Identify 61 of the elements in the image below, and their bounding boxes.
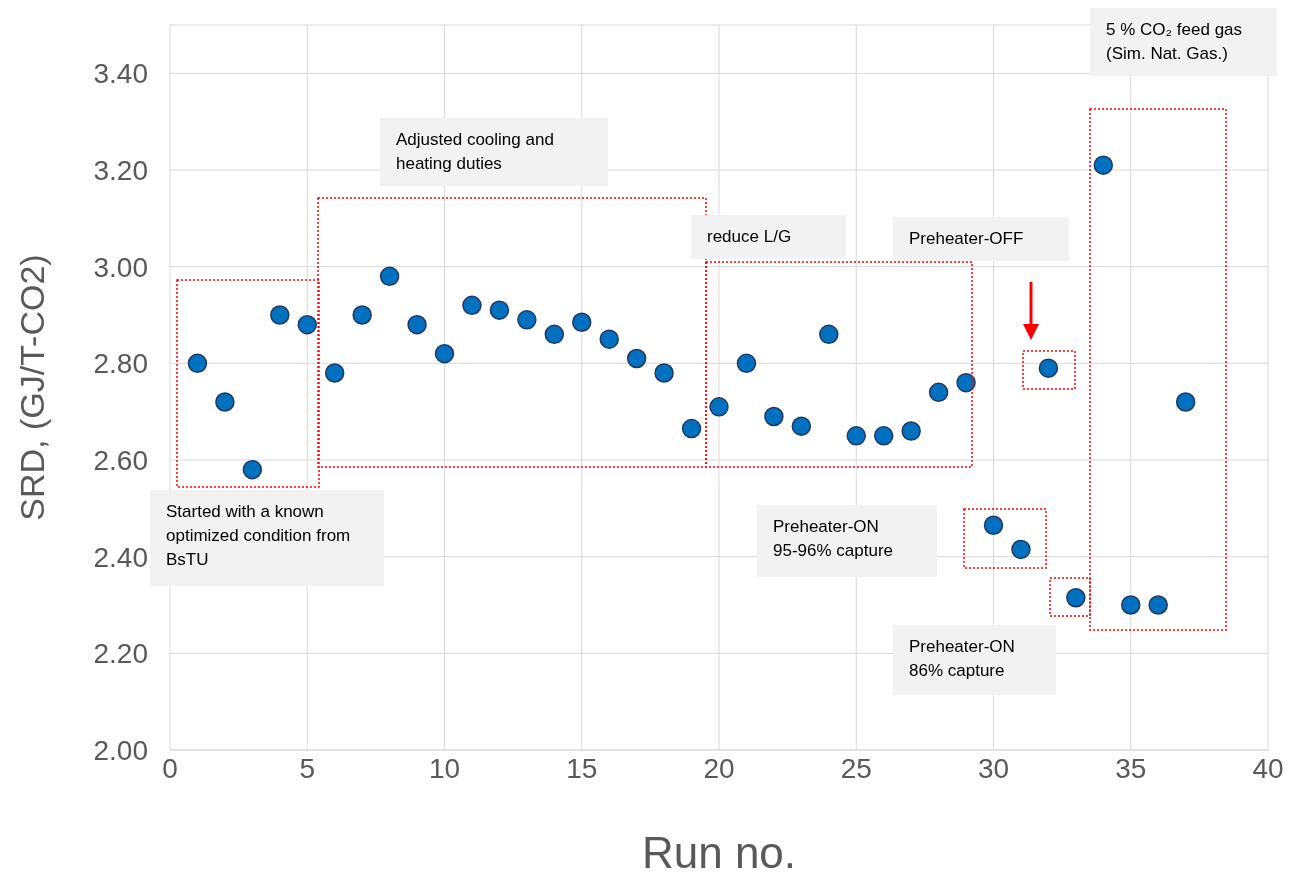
point [626, 348, 647, 369]
point [681, 418, 702, 439]
point [1148, 595, 1168, 615]
x-tick-label: 25 [840, 752, 872, 784]
y-tick-label: 2.20 [93, 638, 148, 670]
note-box: Preheater-OFF [893, 217, 1069, 261]
point [654, 363, 674, 383]
note-box: Preheater-ON 95-96% capture [757, 505, 937, 577]
point [599, 329, 619, 349]
x-tick-label: 15 [566, 752, 598, 784]
x-tick-label: 30 [977, 752, 1010, 784]
point [407, 314, 427, 335]
x-tick-label: 20 [703, 752, 735, 784]
point [489, 300, 510, 320]
point [215, 392, 235, 412]
point [352, 305, 372, 325]
x-axis-title: Run no. [641, 828, 797, 877]
y-tick-label: 3.00 [93, 251, 148, 283]
x-tick-label: 5 [299, 752, 316, 784]
point [928, 382, 949, 403]
y-tick-label: 3.40 [93, 58, 148, 90]
point [242, 459, 263, 480]
note-box: Started with a known optimized condition from BsTU [150, 490, 384, 586]
note-box: reduce L/G [691, 215, 846, 259]
x-tick-label: 10 [428, 752, 461, 784]
x-tick-label: 35 [1115, 752, 1147, 784]
point [1011, 539, 1031, 560]
point [517, 310, 537, 330]
point [846, 426, 866, 446]
point [434, 343, 455, 364]
y-tick-label: 2.80 [93, 348, 148, 380]
point [324, 363, 345, 383]
y-axis-title: SRD, (GJ/T-CO2) [13, 254, 51, 521]
y-tick-label: 2.00 [93, 734, 148, 766]
note-box: Preheater-ON 86% capture [893, 625, 1056, 695]
point [956, 372, 976, 393]
point [187, 353, 208, 374]
point [709, 397, 729, 417]
x-tick-label: 40 [1252, 752, 1284, 784]
point [873, 426, 894, 446]
y-tick-label: 2.40 [93, 541, 148, 573]
point [270, 305, 290, 325]
note-box: Adjusted cooling and heating duties [380, 118, 608, 186]
point [1121, 595, 1141, 615]
point [764, 406, 784, 427]
note-box: 5 % CO₂ feed gas (Sim. Nat. Gas.) [1090, 8, 1277, 76]
point [544, 324, 565, 345]
point [819, 324, 839, 345]
point [901, 421, 921, 441]
point [791, 416, 812, 436]
point [462, 295, 482, 316]
point [379, 266, 400, 287]
point [297, 314, 317, 335]
point [983, 515, 1004, 535]
point [1093, 155, 1114, 175]
point [736, 353, 757, 374]
point [572, 312, 592, 332]
y-tick-label: 3.20 [93, 154, 148, 186]
y-tick-label: 2.60 [93, 444, 148, 476]
x-tick-label: 0 [162, 752, 178, 784]
point [1175, 392, 1196, 412]
